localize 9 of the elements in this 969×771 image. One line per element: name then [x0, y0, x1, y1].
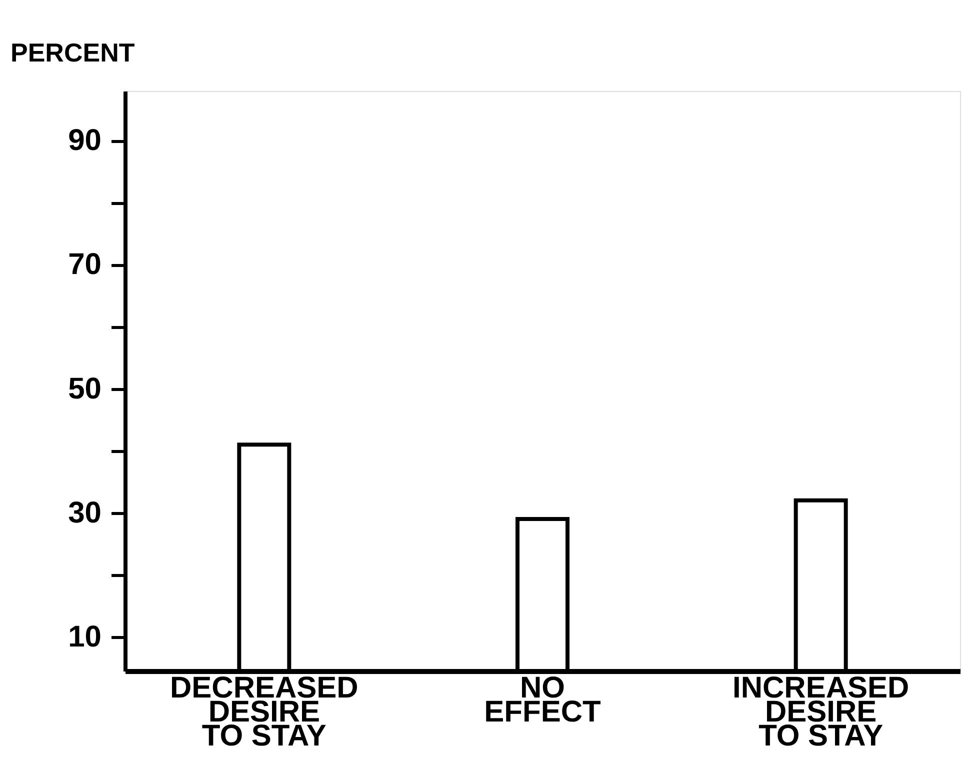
x-tick-label: DECREASED DESIRE TO STAY — [170, 672, 358, 752]
y-tick-label: 50 — [68, 372, 102, 406]
y-tick-label: 90 — [68, 124, 102, 158]
y-tick-label: 10 — [68, 620, 102, 654]
y-tick-label: 70 — [68, 248, 102, 282]
x-tick-label: INCREASED DESIRE TO STAY — [732, 672, 910, 752]
x-tick-label: NO EFFECT — [484, 672, 601, 728]
y-axis-title: PERCENT — [10, 38, 135, 68]
y-tick-label: 30 — [68, 496, 102, 530]
